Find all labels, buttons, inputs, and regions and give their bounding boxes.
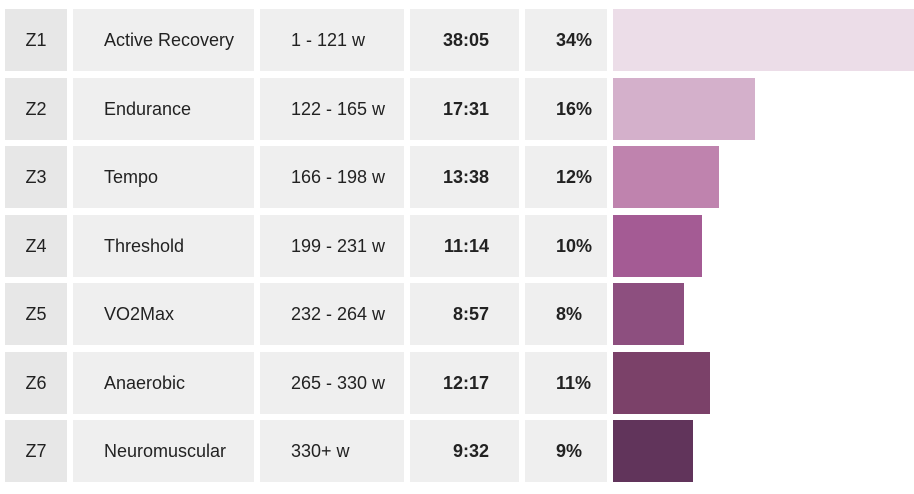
- zone-name: Endurance: [73, 78, 254, 140]
- zone-time: 8:57: [410, 283, 519, 345]
- zone-time: 38:05: [410, 9, 519, 71]
- zone-percent: 8%: [525, 283, 607, 345]
- zone-percent: 9%: [525, 420, 607, 482]
- zone-row: Z4 Threshold 199 - 231 w 11:14 10%: [0, 215, 914, 277]
- zone-power-range: 265 - 330 w: [260, 352, 404, 414]
- zone-power-range: 330+ w: [260, 420, 404, 482]
- zone-name: Neuromuscular: [73, 420, 254, 482]
- zone-bar: [613, 9, 914, 71]
- zone-power-range: 232 - 264 w: [260, 283, 404, 345]
- zone-bar: [613, 420, 693, 482]
- zone-name: VO2Max: [73, 283, 254, 345]
- zone-row: Z5 VO2Max 232 - 264 w 8:57 8%: [0, 283, 914, 345]
- zone-time: 13:38: [410, 146, 519, 208]
- zone-time: 9:32: [410, 420, 519, 482]
- zone-bar: [613, 78, 755, 140]
- zone-percent: 16%: [525, 78, 607, 140]
- zone-name: Tempo: [73, 146, 254, 208]
- zone-percent: 10%: [525, 215, 607, 277]
- zone-bar: [613, 146, 719, 208]
- zone-label: Z7: [5, 420, 67, 482]
- zone-percent: 11%: [525, 352, 607, 414]
- zone-row: Z2 Endurance 122 - 165 w 17:31 16%: [0, 78, 914, 140]
- zone-label: Z6: [5, 352, 67, 414]
- zone-time: 12:17: [410, 352, 519, 414]
- zone-name: Anaerobic: [73, 352, 254, 414]
- zone-power-range: 122 - 165 w: [260, 78, 404, 140]
- zone-label: Z5: [5, 283, 67, 345]
- zone-label: Z2: [5, 78, 67, 140]
- zone-bar: [613, 215, 702, 277]
- zone-percent: 12%: [525, 146, 607, 208]
- zone-bar: [613, 352, 710, 414]
- zone-power-range: 166 - 198 w: [260, 146, 404, 208]
- zone-time: 17:31: [410, 78, 519, 140]
- zone-bar: [613, 283, 684, 345]
- zone-name: Threshold: [73, 215, 254, 277]
- zone-power-range: 1 - 121 w: [260, 9, 404, 71]
- zone-row: Z3 Tempo 166 - 198 w 13:38 12%: [0, 146, 914, 208]
- zone-percent: 34%: [525, 9, 607, 71]
- zone-row: Z7 Neuromuscular 330+ w 9:32 9%: [0, 420, 914, 482]
- zone-name: Active Recovery: [73, 9, 254, 71]
- zone-label: Z1: [5, 9, 67, 71]
- zone-label: Z4: [5, 215, 67, 277]
- zone-label: Z3: [5, 146, 67, 208]
- zone-row: Z1 Active Recovery 1 - 121 w 38:05 34%: [0, 9, 914, 71]
- zone-time: 11:14: [410, 215, 519, 277]
- zone-power-range: 199 - 231 w: [260, 215, 404, 277]
- zone-row: Z6 Anaerobic 265 - 330 w 12:17 11%: [0, 352, 914, 414]
